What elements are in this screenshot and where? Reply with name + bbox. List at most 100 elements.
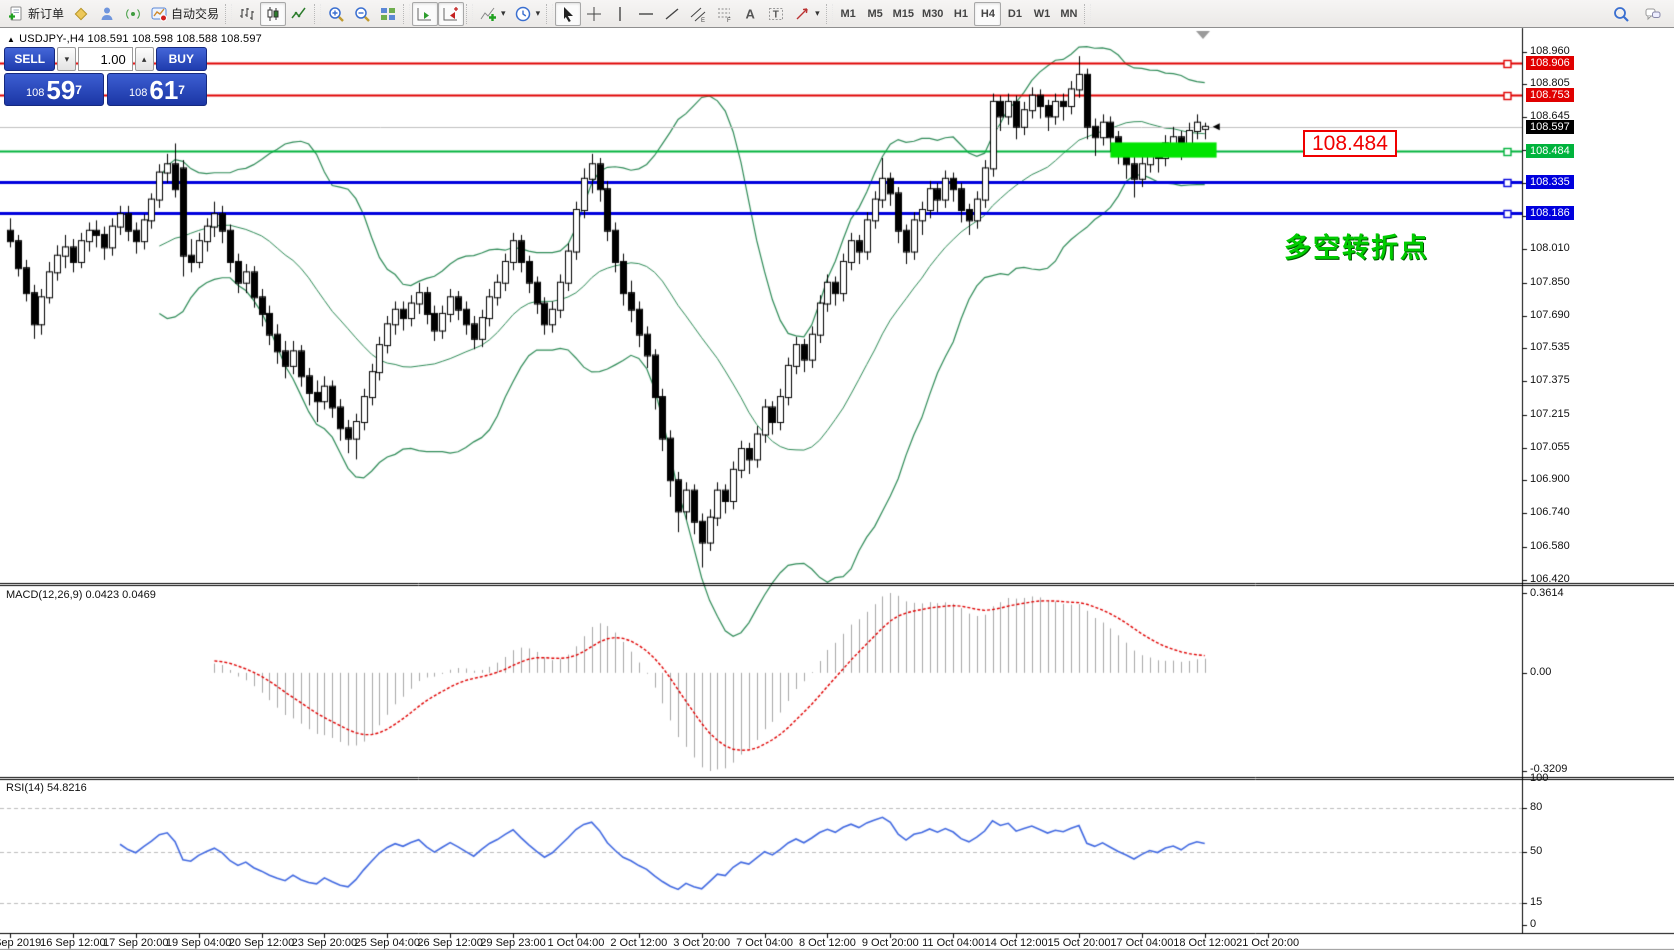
crosshair-button[interactable]: [581, 2, 607, 26]
rsi-scale-tick: 80: [1530, 801, 1543, 814]
toolbar-separator: [1084, 3, 1092, 24]
price-axis-tick: 106.580: [1530, 539, 1570, 552]
zoom-in-button[interactable]: [323, 2, 349, 26]
symbol-ohlc-text: USDJPY-,H4 108.591 108.598 108.588 108.5…: [19, 33, 262, 45]
vertical-line-icon: [611, 5, 629, 23]
cursor-button[interactable]: [555, 1, 582, 26]
price-axis-tick: 106.740: [1530, 506, 1570, 519]
sell-price-button[interactable]: 108 59 7: [4, 73, 104, 106]
timeframe-button-mn[interactable]: MN: [1060, 7, 1078, 20]
time-axis-label: 18 Oct 12:00: [1173, 937, 1237, 949]
price-axis-tick: 106.420: [1530, 573, 1570, 585]
time-axis-label: 1 Oct 04:00: [547, 937, 605, 949]
tile-windows-icon: [379, 5, 397, 23]
indicators-button[interactable]: ▾: [475, 2, 510, 26]
time-axis-label: 7 Oct 04:00: [736, 937, 793, 949]
metaeditor-button[interactable]: [68, 2, 94, 26]
arrows-button[interactable]: ▾: [789, 2, 824, 26]
horizontal-line-icon: [637, 5, 655, 23]
time-axis-label: 3 Oct 20:00: [673, 937, 731, 949]
buy-price-sup: 7: [178, 83, 185, 97]
chart-shift-icon: [442, 5, 460, 23]
time-axis-label: 17 Sep 20:00: [103, 937, 169, 949]
time-axis-label: 2 Oct 12:00: [610, 937, 668, 949]
time-axis-label: 29 Sep 23:00: [480, 937, 546, 949]
rsi-scale-tick: 15: [1530, 896, 1543, 909]
price-axis-tick: 108.010: [1530, 242, 1570, 255]
new-order-icon: [7, 5, 25, 23]
price-axis-tick: 106.900: [1530, 473, 1570, 486]
volume-input[interactable]: 1.00: [78, 47, 133, 71]
price-line-label: 108.906: [1526, 56, 1574, 71]
tile-windows-button[interactable]: [375, 2, 401, 26]
price-axis-tick: 108.960: [1530, 45, 1570, 57]
vertical-line-button[interactable]: [607, 2, 633, 26]
timeframe-button-m1[interactable]: M1: [840, 7, 856, 20]
timeframe-button-m15[interactable]: M15: [892, 7, 915, 20]
macd-scale-zero: 0.00: [1530, 665, 1552, 678]
sell-button[interactable]: SELL: [4, 47, 56, 71]
sell-price-big: 59: [46, 75, 76, 105]
fibonacci-icon: F: [715, 5, 733, 23]
signals-button[interactable]: [120, 2, 146, 26]
text-button[interactable]: A: [737, 2, 763, 26]
channel-button[interactable]: E: [685, 2, 711, 26]
price-line-label: 108.484: [1526, 143, 1574, 158]
timeframe-button-h4[interactable]: H4: [974, 1, 1002, 26]
timeframe-button-m5[interactable]: M5: [867, 7, 883, 20]
time-axis-label: 21 Oct 20:00: [1236, 937, 1300, 949]
text-t-icon: T: [767, 5, 785, 23]
chat-button[interactable]: [1640, 2, 1666, 26]
search-button[interactable]: [1608, 2, 1634, 26]
sell-price-sup: 7: [75, 83, 82, 97]
time-axis-label: 26 Sep 12:00: [417, 937, 483, 949]
time-axis-label: 25 Sep 04:00: [354, 937, 420, 949]
zoom-out-icon: [353, 5, 371, 23]
trendline-icon: [663, 5, 681, 23]
horizontal-line-button[interactable]: [633, 2, 659, 26]
trendline-button[interactable]: [659, 2, 685, 26]
collapse-trade-panel-icon[interactable]: ▲: [7, 35, 16, 44]
volume-increase-button[interactable]: ▴: [134, 47, 154, 71]
line-chart-button[interactable]: [286, 2, 312, 26]
candlestick-chart-button[interactable]: [260, 1, 287, 26]
chart-shift-button[interactable]: [438, 1, 465, 26]
svg-text:A: A: [746, 6, 756, 21]
buy-button[interactable]: BUY: [155, 47, 208, 71]
time-axis-label: 13 Sep 2019: [0, 937, 42, 949]
zoom-out-button[interactable]: [349, 2, 375, 26]
fibonacci-button[interactable]: F: [711, 2, 737, 26]
timeframe-button-h1[interactable]: H1: [953, 7, 968, 20]
time-axis-label: 8 Oct 12:00: [799, 937, 856, 949]
price-axis-tick: 107.055: [1530, 441, 1570, 453]
rsi-scale-tick: 0: [1530, 918, 1537, 930]
time-axis-label: 17 Oct 04:00: [1110, 937, 1174, 949]
line-chart-icon: [290, 5, 308, 23]
periods-button[interactable]: ▾: [510, 2, 545, 26]
time-axis-label: 19 Sep 04:00: [165, 937, 232, 949]
new-order-button[interactable]: 新订单: [3, 2, 68, 26]
bar-chart-button[interactable]: [234, 2, 260, 26]
buy-price-button[interactable]: 108 61 7: [107, 73, 207, 106]
buy-price-prefix: 108: [129, 87, 148, 99]
price-line-label: 108.335: [1526, 174, 1574, 189]
timeframe-button-w1[interactable]: W1: [1033, 7, 1051, 20]
auto-scroll-button[interactable]: [412, 1, 439, 26]
rsi-scale-tick: 50: [1530, 845, 1543, 857]
mql5-community-button[interactable]: [94, 2, 120, 26]
toolbar-separator: [314, 3, 322, 24]
timeframe-button-m30[interactable]: M30: [922, 7, 944, 20]
autotrading-button[interactable]: 自动交易: [146, 2, 223, 26]
bar-chart-icon: [238, 5, 256, 23]
chat-icon: [1644, 5, 1662, 23]
label-button[interactable]: T: [763, 2, 789, 26]
search-icon: [1612, 5, 1630, 23]
volume-decrease-button[interactable]: ▾: [57, 47, 77, 71]
svg-text:F: F: [727, 18, 731, 23]
rsi-indicator-label: RSI(14) 54.8216: [6, 782, 87, 794]
timeframe-button-d1[interactable]: D1: [1007, 7, 1022, 20]
sell-price-prefix: 108: [26, 87, 45, 99]
toolbar: 新订单 自动交易 ▾ ▾ E F A T ▾ M1 M5 M15 M30 H1 H4 D1 W1 MN: [0, 0, 1674, 28]
